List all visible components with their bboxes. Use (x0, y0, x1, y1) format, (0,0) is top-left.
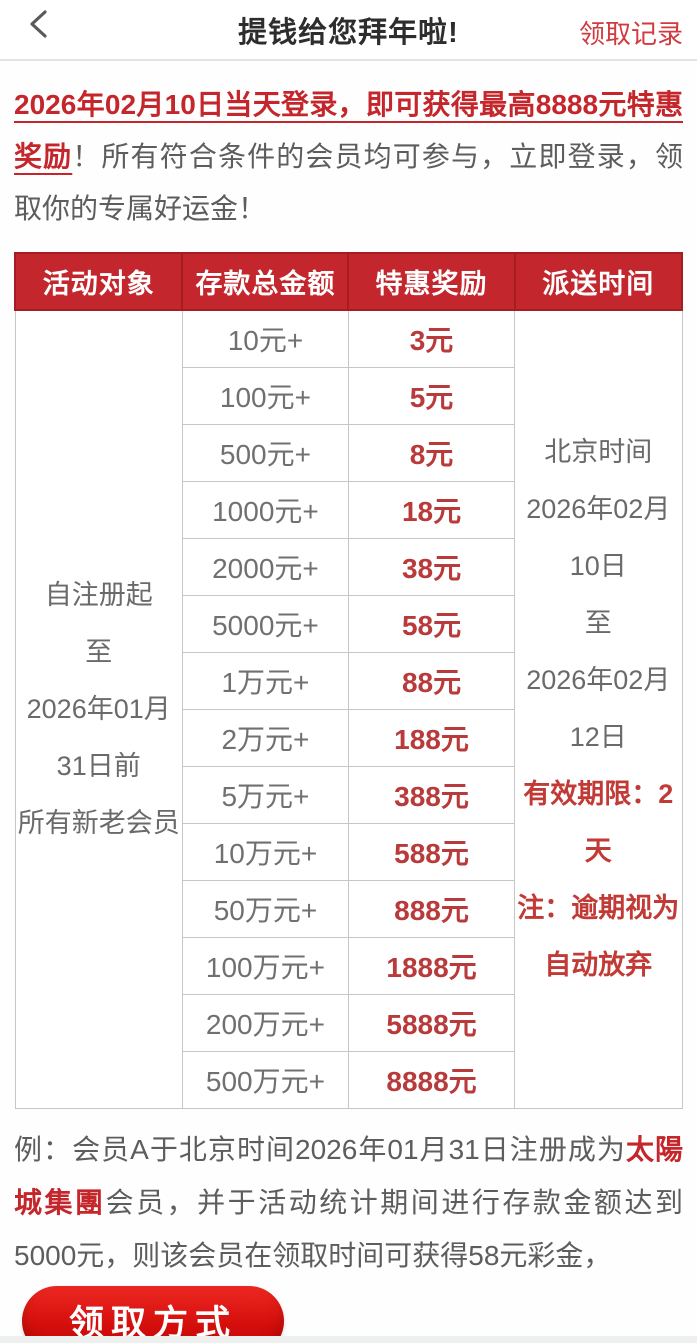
header-delivery-time: 派送时间 (513, 252, 684, 311)
reward-amount-cell: 5888元 (347, 993, 516, 1052)
reward-tiers-table: 活动对象 存款总金额 特惠奖励 派送时间 自注册起 至 2026年01月 31日… (13, 252, 684, 1109)
reward-amount-cell: 888元 (347, 879, 516, 938)
delivery-time-cell: 北京时间 2026年02月 10日 至 2026年02月 12日 有效期限：2 … (514, 309, 683, 1109)
deposit-tier-row: 50万元+ 888元 (15, 879, 682, 938)
reward-amount-cell: 1888元 (347, 936, 516, 995)
delivery-line: 10日 (569, 551, 627, 582)
deposit-amount-cell: 10万元+ (181, 822, 349, 881)
validity-note-line: 天 (584, 836, 612, 867)
example-prefix: 例：会员A于北京时间2026年01月31日注册成为 (14, 1133, 626, 1165)
deposit-tier-row: 1万元+ 88元 (15, 651, 682, 710)
reward-amount-cell: 88元 (347, 651, 516, 710)
delivery-line: 2026年02月 (526, 494, 671, 525)
deposit-tier-row: 200万元+ 5888元 (15, 993, 682, 1052)
deposit-tier-row: 500元+ 8元 (15, 423, 682, 482)
reward-amount-cell: 3元 (347, 309, 516, 368)
deposit-amount-cell: 2000元+ (181, 537, 349, 596)
reward-amount-cell: 388元 (347, 765, 516, 824)
deposit-amount-cell: 100万元+ (181, 936, 349, 995)
claim-records-link[interactable]: 领取记录 (578, 19, 683, 49)
reward-amount-cell: 38元 (347, 537, 516, 596)
validity-note-line: 注：逾期视为 (517, 893, 680, 924)
deposit-amount-cell: 2万元+ (181, 708, 349, 767)
target-line: 自注册起 (44, 579, 153, 610)
reward-amount-cell: 188元 (347, 708, 516, 767)
target-line: 2026年01月 (26, 693, 171, 724)
example-text: 例：会员A于北京时间2026年01月31日注册成为太陽城集團会员，并于活动统计期… (14, 1123, 683, 1282)
deposit-tier-row: 自注册起 至 2026年01月 31日前 所有新老会员 10元+ 3元 北京时间… (14, 309, 683, 1109)
navbar: 提钱给您拜年啦! 领取记录 (0, 0, 697, 61)
deposit-amount-cell: 500元+ (181, 423, 349, 482)
reward-amount-cell: 18元 (347, 480, 516, 539)
deposit-amount-cell: 10元+ (181, 309, 349, 368)
deposit-tier-row: 500万元+ 8888元 (15, 1050, 682, 1109)
deposit-tier-row: 5000元+ 58元 (15, 594, 682, 653)
brand-name: 太陽城集團 (14, 1133, 683, 1218)
deposit-amount-cell: 1000元+ (181, 480, 349, 539)
delivery-line: 北京时间 (544, 437, 653, 468)
reward-amount-cell: 588元 (347, 822, 516, 881)
deposit-amount-cell: 100元+ (181, 366, 349, 425)
target-line: 31日前 (56, 750, 141, 781)
deposit-tier-row: 2000元+ 38元 (15, 537, 682, 596)
deposit-amount-cell: 1万元+ (181, 651, 349, 710)
delivery-line: 12日 (569, 722, 627, 753)
deposit-tier-row: 5万元+ 388元 (15, 765, 682, 824)
deposit-tier-row: 100万元+ 1888元 (15, 936, 682, 995)
header-special-reward: 特惠奖励 (347, 252, 516, 311)
deposit-tier-row: 100元+ 5元 (15, 366, 682, 425)
deposit-amount-cell: 50万元+ (181, 879, 349, 938)
header-deposit-total: 存款总金额 (181, 252, 350, 311)
validity-note-line: 有效期限：2 (523, 779, 674, 810)
promo-text: 2026年02月10日当天登录，即可获得最高8888元特惠奖励！所有符合条件的会… (14, 79, 683, 235)
deposit-amount-cell: 5000元+ (181, 594, 349, 653)
deposit-tier-row: 1000元+ 18元 (15, 480, 682, 539)
target-line: 所有新老会员 (17, 807, 180, 838)
delivery-line: 至 (584, 608, 612, 639)
header-activity-target: 活动对象 (13, 252, 184, 311)
example-suffix: 会员，并于活动统计期间进行存款金额达到5000元，则该会员在领取时间可获得58元… (14, 1186, 683, 1271)
chevron-left-icon (27, 9, 49, 44)
target-line: 至 (85, 636, 113, 667)
reward-amount-cell: 8元 (347, 423, 516, 482)
promo-highlight: 2026年02月10日当天登录，即可获得最高8888元特惠奖励 (14, 89, 683, 172)
page-title: 提钱给您拜年啦! (238, 16, 459, 49)
deposit-amount-cell: 500万元+ (181, 1050, 349, 1109)
promo-rest: ！所有符合条件的会员均可参与，立即登录，领取你的专属好运金！ (14, 141, 683, 224)
deposit-amount-cell: 5万元+ (181, 765, 349, 824)
deposit-amount-cell: 200万元+ (181, 993, 349, 1052)
delivery-line: 2026年02月 (526, 665, 671, 696)
table-header-row: 活动对象 存款总金额 特惠奖励 派送时间 (13, 252, 684, 311)
reward-amount-cell: 58元 (347, 594, 516, 653)
reward-amount-cell: 5元 (347, 366, 516, 425)
bottom-divider (0, 1336, 697, 1343)
deposit-tier-row: 10万元+ 588元 (15, 822, 682, 881)
validity-note-line: 自动放弃 (544, 950, 653, 981)
deposit-tier-row: 2万元+ 188元 (15, 708, 682, 767)
back-button[interactable] (16, 4, 60, 48)
activity-target-cell: 自注册起 至 2026年01月 31日前 所有新老会员 (14, 309, 183, 1109)
reward-amount-cell: 8888元 (347, 1050, 516, 1109)
claim-method-button[interactable]: 领取方式 (22, 1285, 284, 1343)
